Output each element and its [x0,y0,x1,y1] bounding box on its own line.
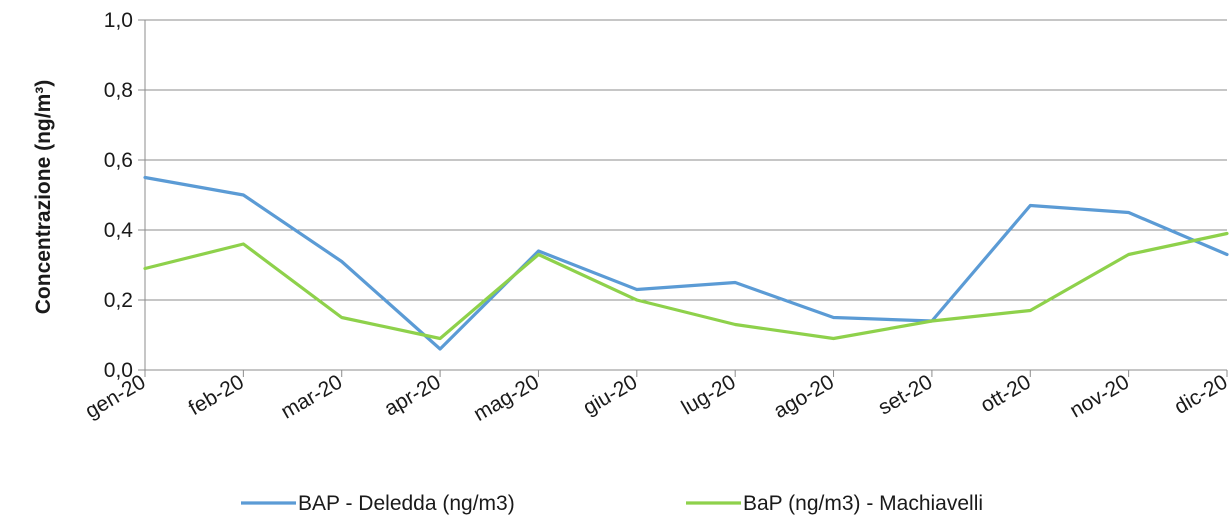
axes [138,19,1228,377]
series-lines [143,175,1229,351]
y-tick-labels: 0,0 0,2 0,4 0,6 0,8 1,0 [104,9,134,382]
y-tick-label: 1,0 [104,9,133,32]
x-tick-label: giu-20 [579,370,641,419]
series-line-1 [143,175,1229,351]
x-tick-label: feb-20 [185,370,248,420]
y-tick-label: 0,8 [104,79,133,102]
x-tick-label: dic-20 [1170,370,1231,419]
x-tick-label: set-20 [874,370,936,419]
x-tick-labels: gen-20 feb-20 mar-20 apr-20 mag-20 giu-20 lug-… [81,370,1231,426]
x-tick-label: ott-20 [977,370,1035,417]
x-tick-label: mar-20 [277,370,346,423]
y-tick-label: 0,4 [104,219,134,242]
y-tick-label: 0,2 [104,289,133,312]
y-tick-label: 0,0 [104,359,133,382]
legend: BAP - Deledda (ng/m3) BaP (ng/m3) - Machi… [241,492,983,515]
legend-label-2: BaP (ng/m3) - Machiavelli [743,492,983,515]
series-line-2 [143,231,1229,341]
gridlines [145,19,1227,301]
x-tick-label: ago-20 [770,370,838,423]
legend-label-1: BAP - Deledda (ng/m3) [298,492,515,515]
y-axis-title: Concentrazione (ng/m³) [32,80,55,315]
x-tick-label: mag-20 [470,370,543,426]
y-tick-label: 0,6 [104,149,133,172]
x-tick-label: lug-20 [678,370,740,419]
x-tick-label: nov-20 [1066,370,1133,422]
x-tick-label: apr-20 [381,370,445,420]
